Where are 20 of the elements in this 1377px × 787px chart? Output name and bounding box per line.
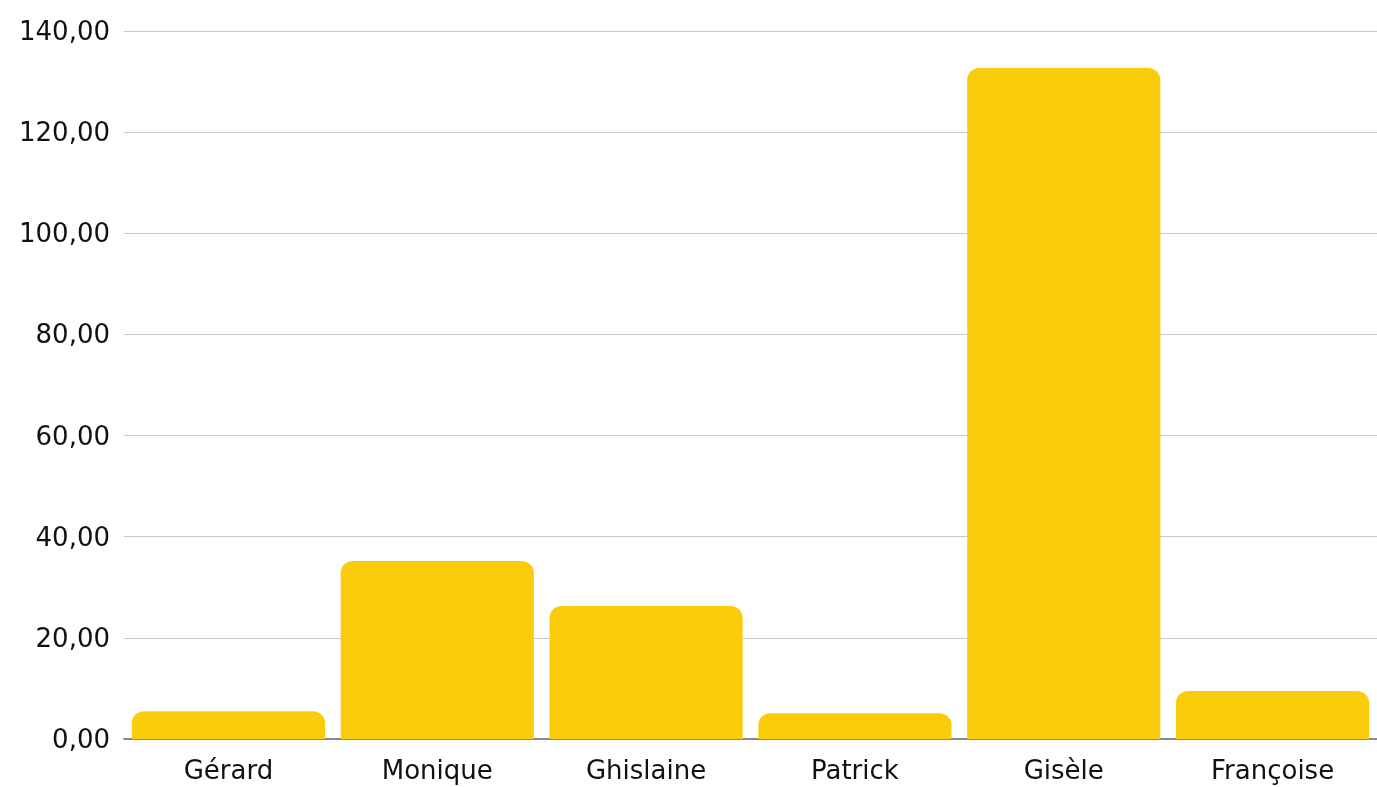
x-tick-label: Patrick [810, 755, 899, 785]
y-tick-label: 20,00 [35, 622, 110, 653]
y-tick-label: 120,00 [19, 117, 110, 148]
y-tick-label: 100,00 [19, 218, 110, 249]
y-tick-label: 40,00 [35, 521, 110, 552]
bar [340, 560, 534, 739]
y-tick-label: 0,00 [52, 724, 110, 754]
x-tick-label: Gisèle [1023, 755, 1104, 785]
bar [549, 606, 743, 739]
x-tick-label: Gérard [183, 755, 274, 785]
bar [758, 713, 952, 739]
x-tick-label: Ghislaine [585, 755, 707, 785]
x-tick-label: Françoise [1211, 755, 1335, 785]
x-tick-label: Monique [381, 755, 493, 785]
bar [967, 67, 1161, 739]
y-tick-label: 80,00 [35, 319, 110, 350]
bar [131, 711, 325, 739]
y-tick-label: 60,00 [35, 420, 110, 451]
y-tick-label: 140,00 [19, 16, 110, 46]
bar [1176, 690, 1370, 739]
